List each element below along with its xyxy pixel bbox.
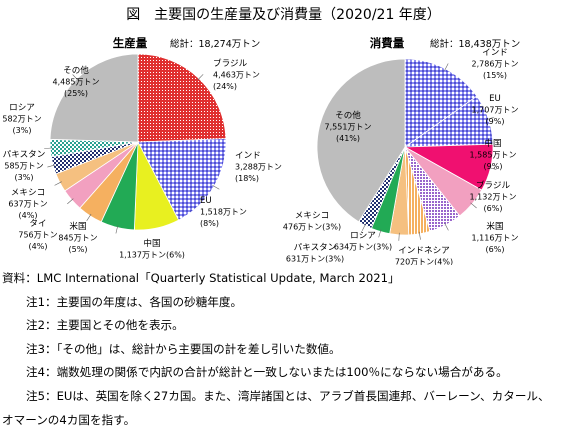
- slice-value-label: 756万トン: [18, 231, 57, 240]
- leader-line: [197, 74, 204, 81]
- leader-line: [72, 74, 79, 81]
- slice-country-label: タイ: [29, 218, 46, 229]
- slice-percent-label: (4%): [19, 211, 38, 220]
- slice-value-label: 637万トン: [8, 200, 47, 209]
- slice-country-label: ブラジル: [476, 179, 511, 191]
- slice-percent-label: (6%): [486, 245, 505, 254]
- slice-country-label: メキシコ: [11, 188, 45, 198]
- slice-country-label: インド: [482, 48, 508, 58]
- note-2: 注2：主要国とその他を表示。: [26, 318, 184, 333]
- slice-value-label: 1,518万トン: [200, 208, 247, 217]
- slice-country-label: ロシア: [350, 231, 376, 241]
- slice-percent-label: (3%): [13, 126, 32, 135]
- pie-title: 生産量: [113, 36, 148, 50]
- slice-percent-label: (3%): [15, 173, 34, 182]
- slice-percent-label: (24%): [213, 82, 237, 91]
- slice-percent-label: (25%): [64, 89, 88, 98]
- note-1: 注1：主要国の年度は、各国の砂糖年度。: [26, 294, 243, 309]
- slice-country-label: 中国: [143, 237, 160, 249]
- leader-line: [488, 167, 497, 170]
- slice-value-label: 1,132万トン: [470, 193, 517, 202]
- leader-line: [418, 231, 421, 240]
- slice-country-label: パキスタン: [3, 149, 46, 160]
- leader-line: [361, 223, 367, 231]
- slice-value-label: 585万トン: [4, 162, 43, 171]
- slice-country-label: その他: [335, 109, 361, 121]
- slice-percent-label: (5%): [69, 245, 88, 254]
- slice-country-label: ブラジル: [213, 57, 248, 69]
- consumption-pie: [316, 58, 494, 236]
- production-pie: [49, 53, 227, 231]
- slice-country-label: パキスタン: [294, 242, 337, 253]
- slice-country-label: 米国: [486, 220, 503, 232]
- slice-country-label: EU: [200, 196, 212, 206]
- note-5: 注5：EUは、英国を除く27カ国。また、湾岸諸国とは、アラブ首長国連邦、バーレー…: [26, 388, 550, 403]
- leader-line: [444, 63, 449, 71]
- slice-percent-label: (6%): [484, 204, 503, 213]
- slice-country-label: 中国: [484, 137, 501, 149]
- leader-line: [470, 202, 477, 209]
- slice-percent-label: (9%): [484, 162, 503, 171]
- note-4: 注4：端数処理の関係で内訳の合計が総計と一致しないまたは100％にならない場合が…: [26, 365, 508, 380]
- pie-total: 総計：18,438万トン: [430, 38, 520, 50]
- pie-charts: ブラジル 4,463万トン (24%) インド 3,288万トン (18%) EU 1,518…: [2, 36, 520, 265]
- slice-value-label: 582万トン: [2, 115, 41, 124]
- consumption-slice-9: [316, 58, 406, 223]
- slice-value-label: 1,116万トン: [472, 234, 519, 243]
- slice-percent-label: (8%): [200, 219, 219, 228]
- slice-value-label: 634万トン(3%): [334, 243, 392, 252]
- note-5-continued: オマーンの4カ国を指す。: [2, 412, 136, 427]
- slice-value-label: 2,786万トン: [472, 60, 519, 69]
- leader-line: [398, 232, 400, 241]
- leader-line: [378, 229, 382, 238]
- slice-country-label: メキシコ: [295, 211, 329, 221]
- slice-value-label: 845万トン: [58, 234, 97, 243]
- notes: 資料：LMC International「Quarterly Statistic…: [2, 267, 567, 432]
- slice-country-label: インドネシア: [398, 245, 450, 256]
- pie-total: 総計：18,274万トン: [170, 38, 260, 50]
- figure-title: 図 主要国の生産量及び消費量（2020/21 年度）: [126, 7, 441, 23]
- source-note: 資料：LMC International「Quarterly Statistic…: [2, 271, 400, 285]
- slice-value-label: 4,485万トン: [53, 78, 100, 87]
- leader-line: [44, 147, 53, 149]
- leader-line: [86, 213, 92, 221]
- slice-value-label: 1,137万トン(6%): [119, 251, 185, 260]
- slice-percent-label: (18%): [235, 174, 259, 183]
- slice-value-label: 476万トン(3%): [283, 223, 341, 232]
- slice-percent-label: (9%): [486, 117, 505, 126]
- slice-value-label: 1,585万トン: [470, 151, 517, 160]
- slice-percent-label: (41%): [336, 134, 360, 143]
- slice-value-label: 1,707万トン: [472, 106, 519, 115]
- slice-value-label: 720万トン(4%): [395, 258, 453, 266]
- pie-title: 消費量: [370, 36, 405, 50]
- slice-percent-label: (4%): [29, 242, 48, 251]
- slice-percent-label: (15%): [483, 71, 507, 80]
- slice-value-label: 7,551万トン: [325, 123, 372, 132]
- slice-value-label: 631万トン(3%): [286, 255, 344, 264]
- leader-line: [486, 116, 495, 120]
- slice-value-label: 3,288万トン: [235, 163, 282, 172]
- leader-line: [47, 164, 56, 168]
- leader-line: [212, 184, 220, 190]
- slice-value-label: 4,463万トン: [213, 71, 260, 80]
- note-3: 注3：「その他」は、総計から主要国の計を差し引いた数値。: [26, 341, 341, 356]
- pie-labels: ブラジル 4,463万トン (24%) インド 3,288万トン (18%) EU 1,518…: [2, 36, 520, 265]
- leader-line: [67, 198, 74, 205]
- slice-country-label: ロシア: [9, 103, 35, 113]
- leader-line: [444, 223, 449, 231]
- slice-country-label: EU: [489, 94, 501, 104]
- slice-country-label: インド: [235, 151, 261, 161]
- slice-country-label: 米国: [69, 220, 86, 232]
- slice-country-label: その他: [63, 64, 89, 76]
- leader-line: [115, 225, 119, 234]
- leader-line: [54, 181, 62, 186]
